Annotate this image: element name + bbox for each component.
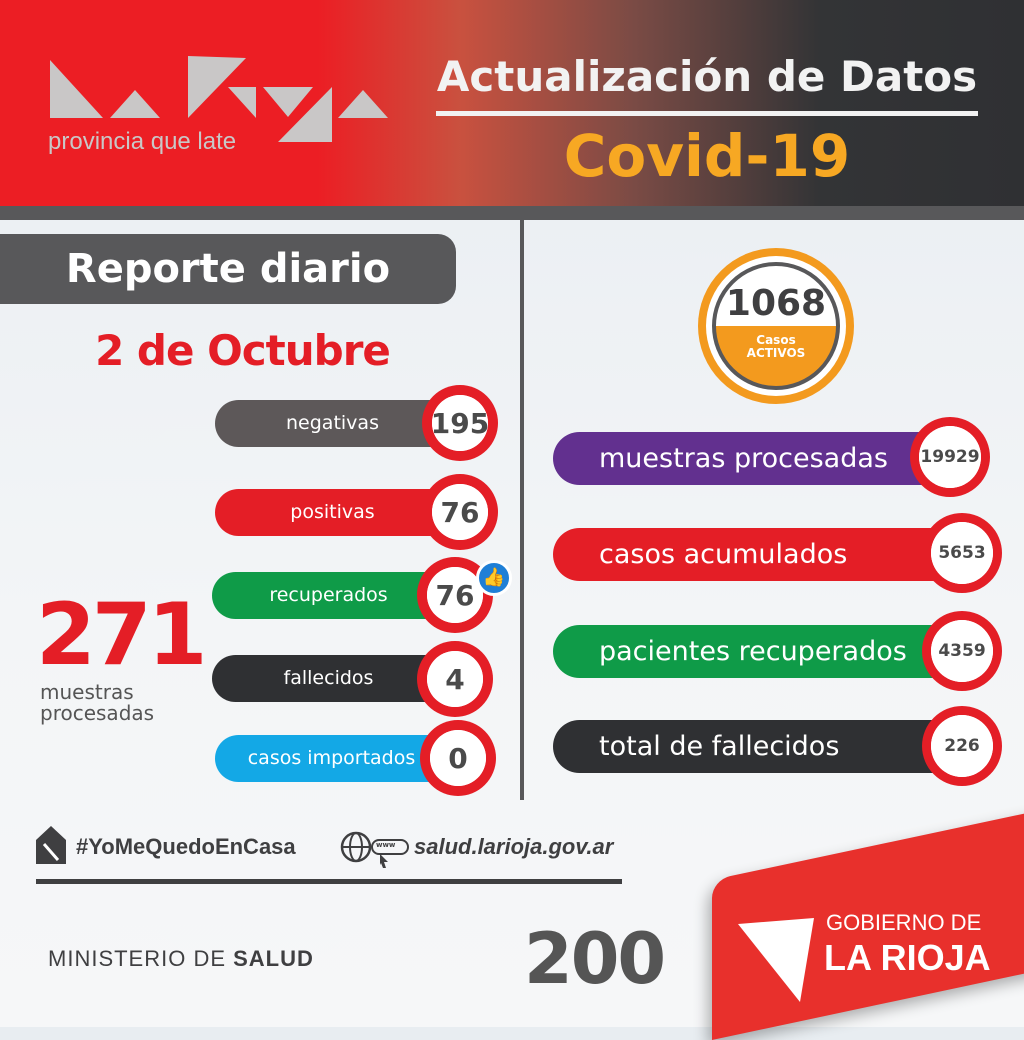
daily-item-value: 0 <box>430 730 486 786</box>
government-logo-icon <box>738 918 814 1002</box>
website-link[interactable]: salud.larioja.gov.ar <box>414 834 614 859</box>
active-cases-label-bottom: ACTIVOS <box>746 346 806 360</box>
daily-samples-label: muestras procesadas <box>40 680 155 725</box>
total-item-3: total de fallecidos <box>553 720 962 773</box>
total-item-value: 226 <box>931 715 993 777</box>
government-line2: LA RIOJA <box>824 937 991 978</box>
header-divider <box>436 111 978 116</box>
tagline: provincia que late <box>48 128 237 155</box>
daily-item-label: recuperados <box>269 584 388 606</box>
www-label: www <box>376 841 396 849</box>
daily-item-label: negativas <box>286 412 379 434</box>
daily-item-value-badge: 0 <box>420 720 496 796</box>
ministry-salud: SALUD <box>233 946 314 971</box>
anniversary-200-logo: 200 <box>524 918 666 1000</box>
thumbs-up-icon: 👍 <box>476 560 512 596</box>
daily-item-value: 195 <box>431 395 489 451</box>
active-cases-ring: 1068 Casos ACTIVOS <box>698 248 854 404</box>
daily-item-label: casos importados <box>247 747 416 769</box>
header-banner <box>0 0 1024 206</box>
la-rioja-logo <box>50 56 388 142</box>
total-item-2: pacientes recuperados <box>553 625 962 678</box>
header-bottom-bar <box>0 206 1024 220</box>
total-item-label: muestras procesadas <box>599 443 888 474</box>
total-item-label: pacientes recuperados <box>599 636 907 667</box>
daily-samples-total: 271 <box>36 585 208 685</box>
daily-item-value: 4 <box>427 651 483 707</box>
report-date: 2 de Octubre <box>95 326 391 375</box>
house-icon <box>36 826 66 864</box>
daily-item-label: fallecidos <box>283 667 374 689</box>
daily-item-label: positivas <box>290 501 375 523</box>
government-line1: GOBIERNO DE <box>826 910 982 935</box>
header-subtitle: Covid-19 <box>563 122 851 190</box>
daily-item-value-badge: 4 <box>417 641 493 717</box>
total-item-value-badge: 5653 <box>922 513 1002 593</box>
total-item-0: muestras procesadas <box>553 432 950 485</box>
web-globe-icon <box>340 831 409 868</box>
total-item-value: 4359 <box>931 620 993 682</box>
active-cases-label-top: Casos <box>756 333 796 347</box>
total-item-value: 19929 <box>919 426 981 488</box>
report-title: Reporte diario <box>0 234 456 304</box>
header-title: Actualización de Datos <box>436 52 978 101</box>
ministry-prefix: MINISTERIO DE <box>48 946 234 971</box>
total-item-1: casos acumulados <box>553 528 962 581</box>
total-item-value-badge: 4359 <box>922 611 1002 691</box>
daily-item-value: 76 <box>427 567 483 623</box>
total-item-label: casos acumulados <box>599 539 848 570</box>
daily-item-value-badge: 76 <box>422 474 498 550</box>
active-cases-value: 1068 <box>725 283 827 324</box>
total-item-value-badge: 226 <box>922 706 1002 786</box>
daily-item-value-badge: 195 <box>422 385 498 461</box>
total-item-value-badge: 19929 <box>910 417 990 497</box>
footer-divider <box>36 879 622 884</box>
hashtag: #YoMeQuedoEnCasa <box>76 834 296 859</box>
column-divider <box>520 220 524 800</box>
ministry-name: MINISTERIO DE SALUD <box>48 946 314 972</box>
total-item-value: 5653 <box>931 522 993 584</box>
daily-item-value: 76 <box>432 484 488 540</box>
total-item-label: total de fallecidos <box>599 731 840 762</box>
